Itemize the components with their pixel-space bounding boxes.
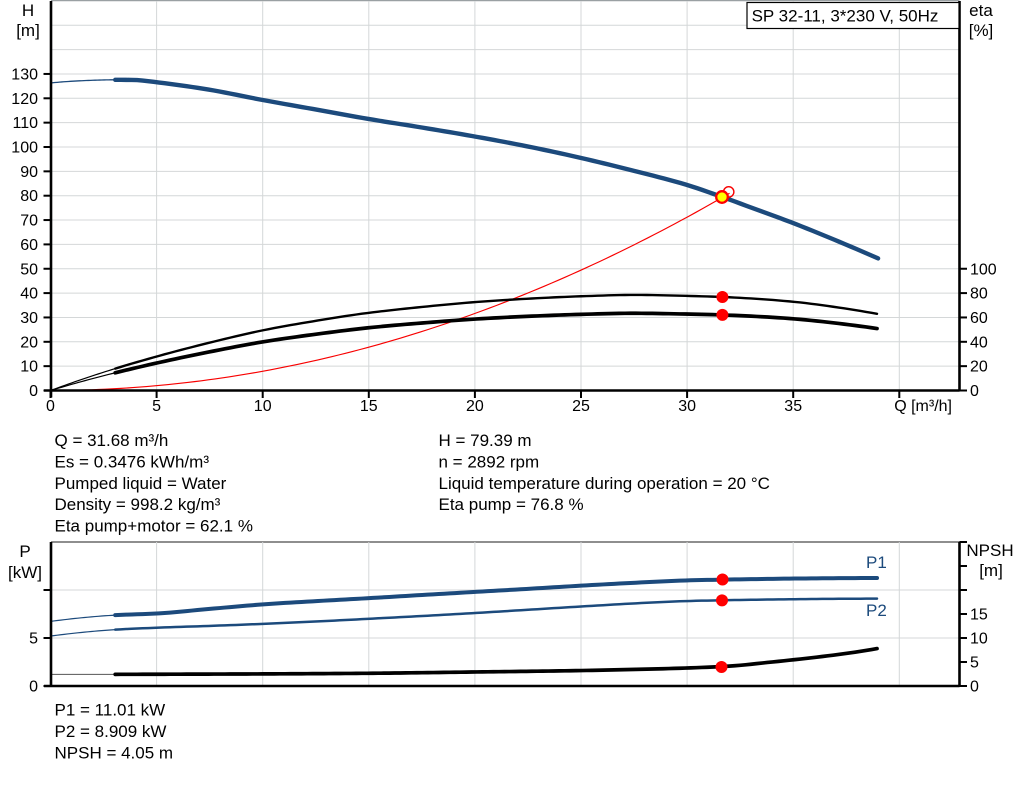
- svg-text:20: 20: [20, 334, 38, 351]
- svg-text:[%]: [%]: [969, 21, 994, 40]
- svg-text:5: 5: [29, 631, 38, 648]
- svg-text:[m]: [m]: [16, 21, 40, 40]
- svg-text:H: H: [22, 1, 34, 20]
- svg-text:H = 79.39 m: H = 79.39 m: [439, 431, 532, 450]
- svg-text:10: 10: [20, 359, 38, 376]
- svg-text:25: 25: [572, 398, 590, 415]
- svg-text:20: 20: [466, 398, 484, 415]
- svg-text:SP 32-11, 3*230 V, 50Hz: SP 32-11, 3*230 V, 50Hz: [752, 7, 939, 26]
- svg-text:130: 130: [11, 66, 38, 83]
- svg-text:Es = 0.3476 kWh/m³: Es = 0.3476 kWh/m³: [55, 452, 210, 471]
- svg-text:30: 30: [20, 310, 38, 327]
- svg-text:[kW]: [kW]: [8, 563, 42, 582]
- svg-text:60: 60: [20, 237, 38, 254]
- svg-text:P1 = 11.01 kW: P1 = 11.01 kW: [55, 701, 166, 720]
- svg-text:P1: P1: [866, 553, 887, 572]
- svg-text:15: 15: [360, 398, 378, 415]
- svg-text:70: 70: [20, 213, 38, 230]
- svg-text:0: 0: [46, 398, 55, 415]
- svg-text:80: 80: [970, 286, 988, 303]
- svg-text:20: 20: [970, 359, 988, 376]
- svg-text:Eta pump+motor = 62.1 %: Eta pump+motor = 62.1 %: [55, 517, 253, 536]
- svg-text:Q [m³/h]: Q [m³/h]: [894, 398, 952, 415]
- svg-text:P: P: [19, 542, 30, 561]
- svg-text:5: 5: [152, 398, 161, 415]
- svg-text:90: 90: [20, 164, 38, 181]
- svg-text:Liquid temperature during oper: Liquid temperature during operation = 20…: [439, 474, 770, 493]
- svg-text:Density = 998.2 kg/m³: Density = 998.2 kg/m³: [55, 495, 221, 514]
- svg-text:30: 30: [678, 398, 696, 415]
- svg-text:5: 5: [970, 655, 979, 672]
- svg-text:60: 60: [970, 310, 988, 327]
- svg-text:eta: eta: [969, 1, 993, 20]
- svg-text:40: 40: [20, 286, 38, 303]
- svg-text:0: 0: [970, 679, 979, 696]
- svg-text:P2 = 8.909 kW: P2 = 8.909 kW: [55, 722, 167, 741]
- svg-text:NPSH = 4.05 m: NPSH = 4.05 m: [55, 744, 174, 763]
- svg-text:0: 0: [29, 383, 38, 400]
- svg-text:40: 40: [970, 334, 988, 351]
- svg-text:110: 110: [12, 115, 38, 132]
- svg-text:80: 80: [20, 188, 38, 205]
- svg-text:Pumped liquid = Water: Pumped liquid = Water: [55, 474, 227, 493]
- svg-text:P2: P2: [866, 601, 887, 620]
- svg-text:15: 15: [970, 607, 988, 624]
- svg-text:10: 10: [970, 631, 988, 648]
- svg-text:0: 0: [29, 679, 38, 696]
- svg-text:10: 10: [254, 398, 272, 415]
- svg-text:[m]: [m]: [979, 561, 1003, 580]
- svg-text:0: 0: [970, 383, 979, 400]
- svg-text:NPSH: NPSH: [966, 541, 1013, 560]
- svg-text:100: 100: [970, 261, 997, 278]
- svg-text:35: 35: [784, 398, 802, 415]
- svg-text:n = 2892 rpm: n = 2892 rpm: [439, 452, 540, 471]
- svg-text:Eta pump = 76.8 %: Eta pump = 76.8 %: [439, 495, 584, 514]
- svg-text:100: 100: [11, 140, 38, 157]
- svg-text:Q = 31.68 m³/h: Q = 31.68 m³/h: [55, 431, 169, 450]
- svg-text:120: 120: [11, 91, 38, 108]
- svg-text:50: 50: [20, 261, 38, 278]
